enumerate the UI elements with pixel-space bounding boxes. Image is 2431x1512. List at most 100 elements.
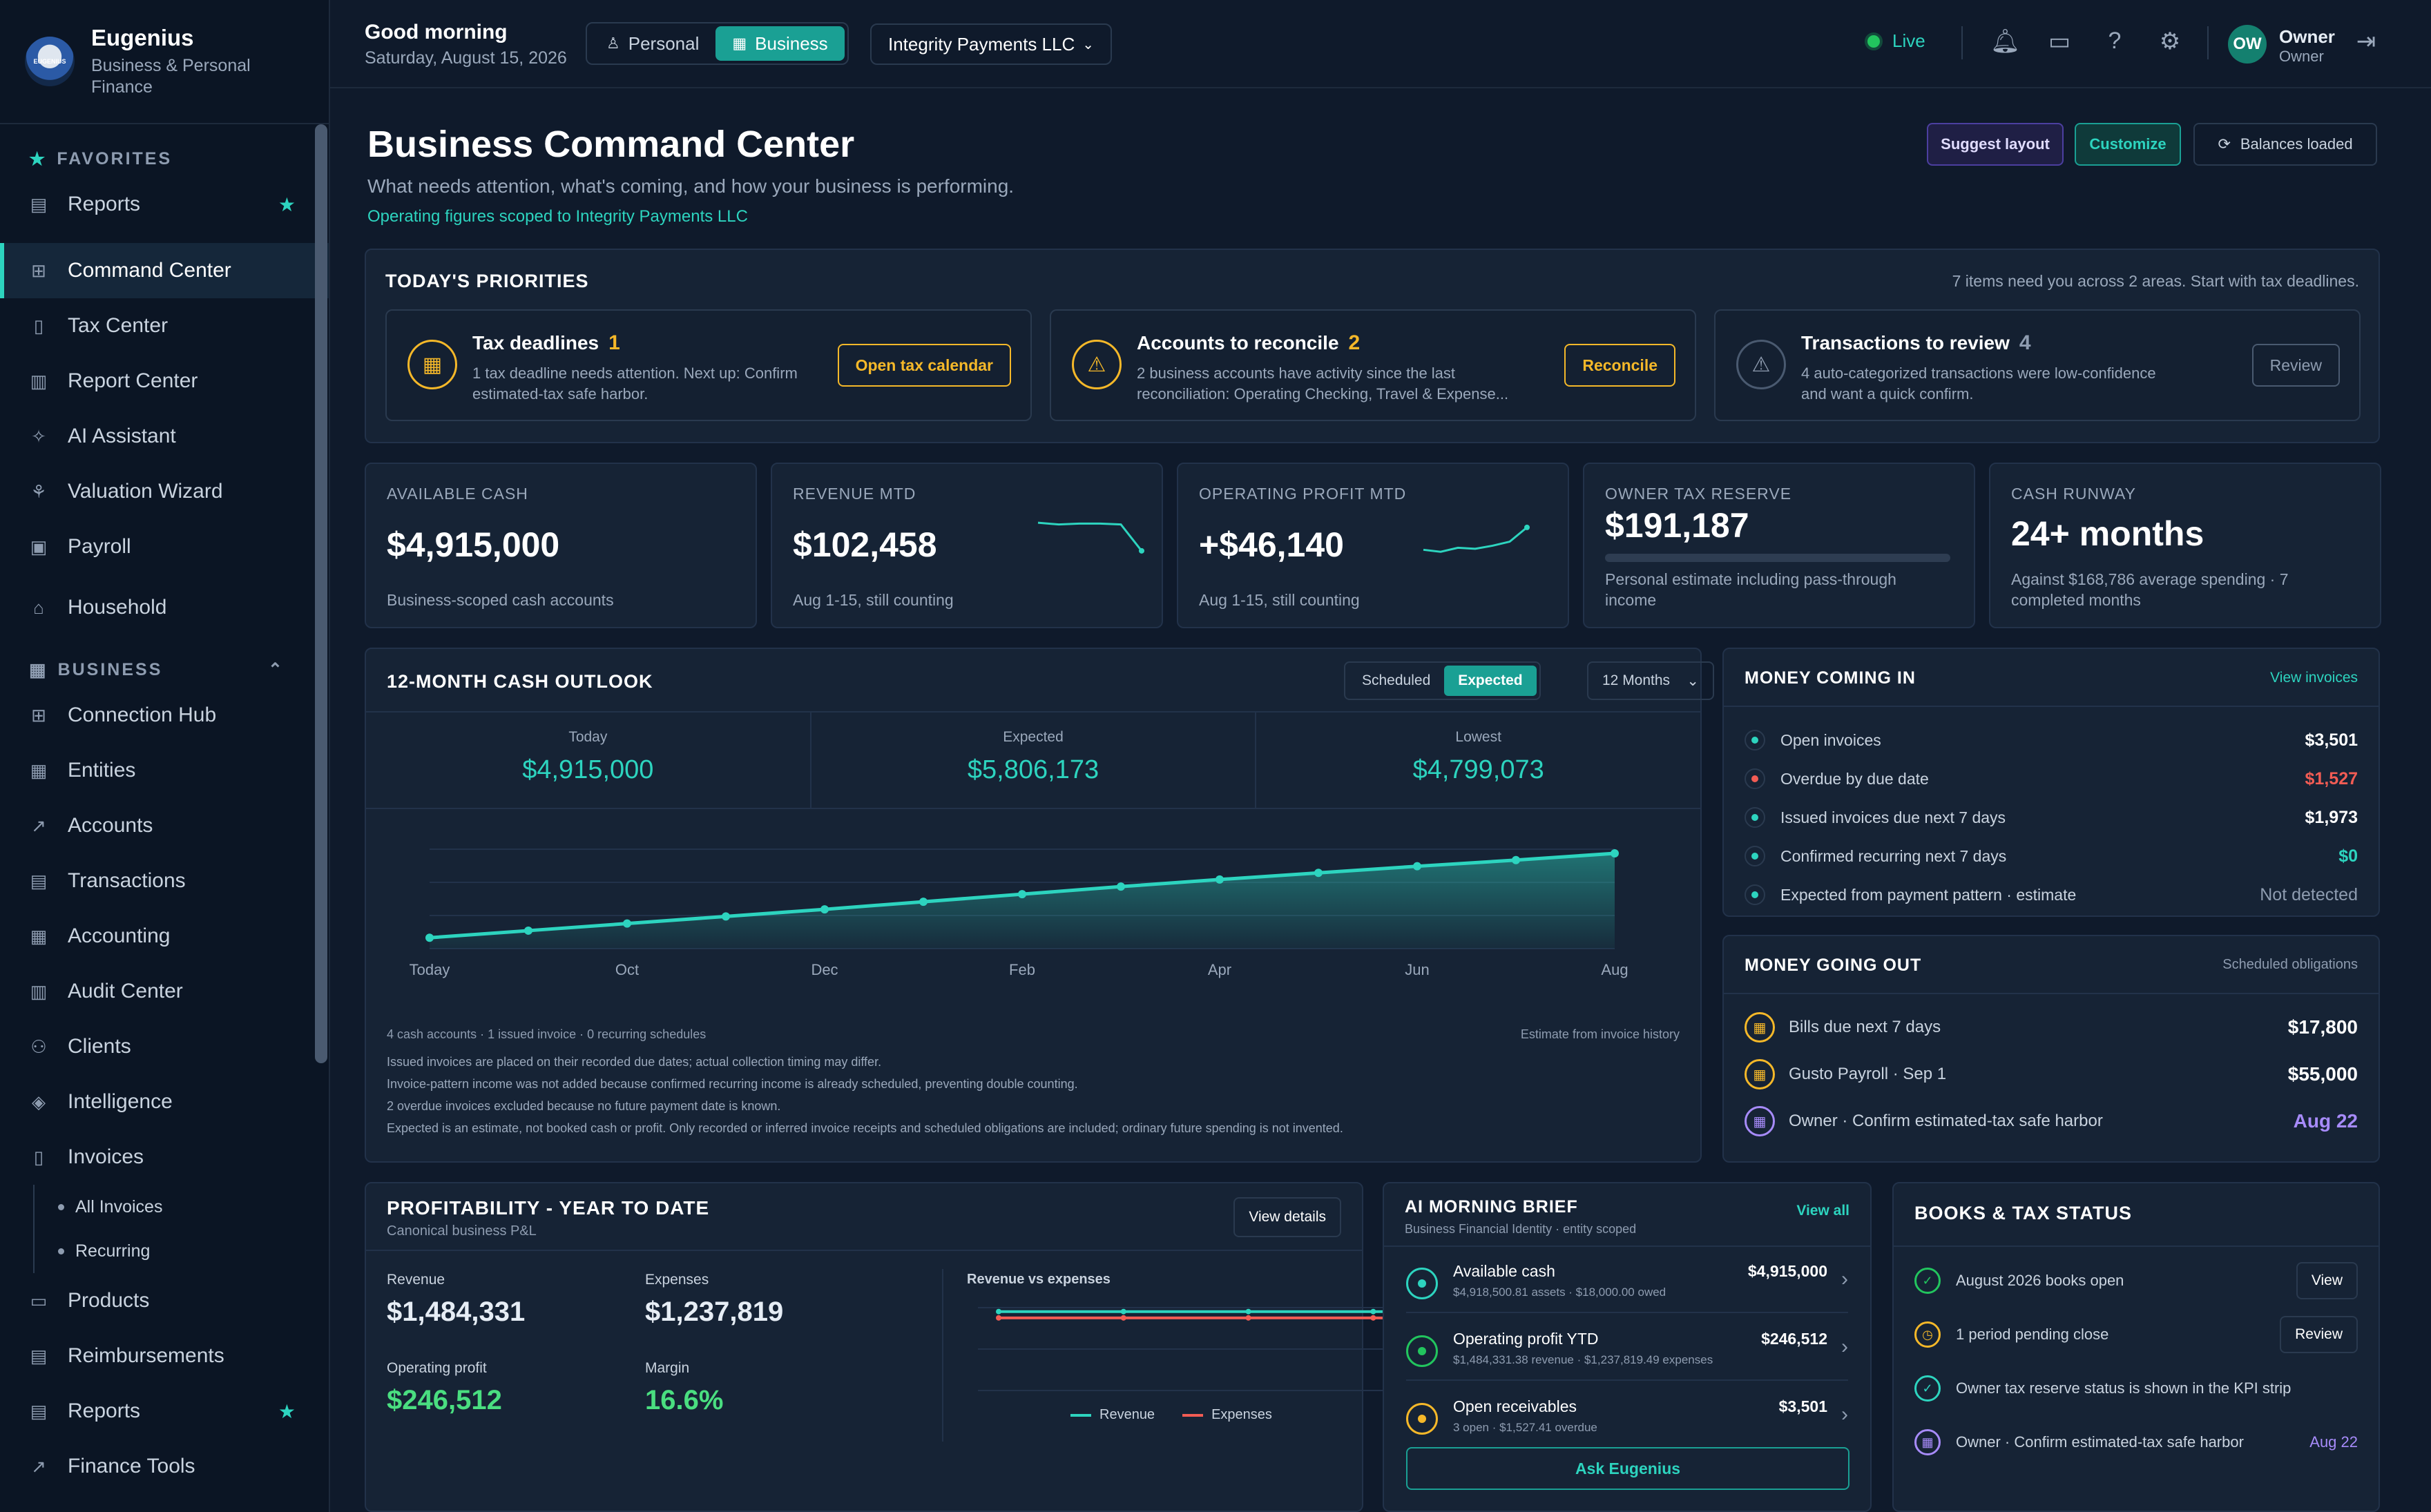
kpi-label: OWNER TAX RESERVE	[1605, 485, 1792, 503]
coming-in-row: Open invoices $3,501	[1745, 726, 2358, 754]
logout-icon[interactable]: ⇥	[2356, 28, 2376, 55]
favorite-star-icon[interactable]: ★	[278, 1400, 296, 1422]
brand-subtitle: Business & Personal Finance	[91, 56, 251, 97]
reconcile-button[interactable]: Reconcile	[1564, 344, 1675, 387]
customize-button[interactable]: Customize	[2075, 123, 2181, 166]
brief-item-detail: 3 open · $1,527.41 overdue	[1453, 1421, 1597, 1434]
going-out-label: Gusto Payroll · Sep 1	[1789, 1065, 1947, 1083]
sidebar-item-valuation-wizard[interactable]: ⚘ Valuation Wizard	[0, 464, 329, 519]
coming-in-label: Overdue by due date	[1780, 769, 1929, 788]
review-button[interactable]: Review	[2251, 344, 2340, 387]
scheduled-tab[interactable]: Scheduled	[1362, 672, 1431, 688]
report-icon: ▤	[30, 1400, 48, 1422]
chevron-up-icon[interactable]: ⌃	[268, 660, 285, 679]
sidebar-item-reports[interactable]: ▤ Reports ★	[0, 1384, 329, 1439]
series-point	[1370, 1315, 1376, 1321]
avatar[interactable]: OW	[2228, 25, 2267, 64]
outlook-notes: Issued invoices are placed on their reco…	[387, 1055, 1343, 1135]
brief-item[interactable]: Operating profit YTD $1,484,331.38 revenu…	[1406, 1323, 1848, 1381]
outlook-point	[1018, 890, 1026, 899]
sidebar-item-accounts[interactable]: ↗ Accounts	[0, 798, 329, 853]
business-section-label[interactable]: ▦ BUSINESS ⌃	[29, 659, 285, 680]
bell-icon[interactable]: 🔔︎	[1990, 28, 2021, 55]
balances-loaded-button[interactable]: ⟳ Balances loaded	[2193, 123, 2377, 166]
person-icon: ♙	[606, 35, 620, 52]
wand-icon: ⚘	[30, 481, 47, 502]
open-tax-calendar-button[interactable]: Open tax calendar	[837, 344, 1011, 387]
sidebar-item-clients[interactable]: ⚇ Clients	[0, 1019, 329, 1074]
sidebar-item-finance-tools[interactable]: ↗ Finance Tools	[0, 1439, 329, 1494]
personal-mode-button[interactable]: ♙ Personal	[606, 32, 700, 54]
kpi-subtext: Business-scoped cash accounts	[387, 591, 614, 609]
going-out-row: ▦ Owner · Confirm estimated-tax safe harb…	[1745, 1105, 2358, 1138]
gear-icon[interactable]: ⚙	[2159, 28, 2181, 55]
suggest-layout-button[interactable]: Suggest layout	[1927, 123, 2064, 166]
kpi-value: $4,915,000	[387, 525, 560, 564]
view-details-button[interactable]: View details	[1233, 1197, 1341, 1237]
coming-in-label: Issued invoices due next 7 days	[1780, 808, 2006, 826]
live-indicator-icon	[1865, 32, 1883, 50]
books-review-button[interactable]: Review	[2280, 1316, 2358, 1353]
brief-item-detail: $4,918,500.81 assets · $18,000.00 owed	[1453, 1286, 1666, 1299]
sidebar-item-report-center[interactable]: ▥ Report Center	[0, 353, 329, 409]
series-point	[1370, 1308, 1376, 1315]
books-view-button[interactable]: View	[2296, 1262, 2358, 1299]
status-dot-icon	[1745, 730, 1765, 750]
brief-item[interactable]: Open receivables 3 open · $1,527.41 overd…	[1406, 1390, 1848, 1448]
priority-title: Accounts to reconcile 2	[1137, 331, 1361, 354]
brief-item[interactable]: Available cash $4,918,500.81 assets · $18…	[1406, 1255, 1848, 1313]
expected-tab[interactable]: Expected	[1444, 666, 1537, 696]
sidebar-item-payroll[interactable]: ▣ Payroll	[0, 519, 329, 574]
trend-icon: ↗	[31, 1455, 46, 1477]
chart-icon: ▥	[30, 980, 48, 1002]
kpi-revenue-mtd: REVENUE MTD $102,458 Aug 1-15, still cou…	[771, 463, 1163, 628]
priority-tax-deadlines: ▦ Tax deadlines 1 1 tax deadline needs at…	[385, 309, 1032, 421]
sidebar-item-reimbursements[interactable]: ▤ Reimbursements	[0, 1328, 329, 1384]
outlook-estimate-note: Estimate from invoice history	[1520, 1027, 1680, 1041]
sidebar-item-tax-center[interactable]: ▯ Tax Center	[0, 298, 329, 353]
outlook-point	[1314, 869, 1323, 878]
books-status-label: August 2026 books open	[1956, 1272, 2124, 1289]
books-status-label: Owner · Confirm estimated-tax safe harbo…	[1956, 1433, 2244, 1451]
chat-icon[interactable]: ▭	[2048, 28, 2071, 55]
sparkle-icon: ✧	[31, 425, 46, 447]
sidebar-item-intelligence[interactable]: ◈ Intelligence	[0, 1074, 329, 1130]
view-all-link[interactable]: View all	[1796, 1203, 1849, 1219]
going-out-label: Bills due next 7 days	[1789, 1018, 1941, 1036]
sidebar-item-transactions[interactable]: ▤ Transactions	[0, 853, 329, 909]
sidebar-item-household[interactable]: ⌂ Household	[0, 580, 329, 635]
chevron-right-icon: ›	[1841, 1268, 1848, 1290]
main-content: Business Command Center What needs atten…	[330, 88, 2431, 1512]
sidebar-item-invoices[interactable]: ▯ Invoices	[0, 1130, 329, 1185]
ask-eugenius-button[interactable]: Ask Eugenius	[1406, 1447, 1849, 1490]
priority-count: 4	[2019, 331, 2031, 354]
sidebar-subitem-all-invoices[interactable]: All Invoices	[35, 1185, 329, 1229]
view-invoices-link[interactable]: View invoices	[2270, 670, 2358, 686]
entity-select[interactable]: Integrity Payments LLC ⌄	[870, 23, 1112, 65]
range-select[interactable]: 12 Months ⌄	[1587, 661, 1714, 700]
favorite-star-icon[interactable]: ★	[278, 193, 296, 215]
sidebar-item-ai-assistant[interactable]: ✧ AI Assistant	[0, 409, 329, 464]
sidebar-item-entities[interactable]: ▦ Entities	[0, 743, 329, 798]
sidebar-scrollbar[interactable]	[315, 124, 327, 1063]
stat-lowest: Lowest $4,799,073	[1412, 729, 1544, 784]
priorities-summary: 7 items need you across 2 areas. Start w…	[1952, 272, 2359, 290]
x-tick-label: Dec	[811, 961, 838, 978]
series-point	[1120, 1308, 1126, 1315]
business-mode-button[interactable]: ▦ Business	[715, 26, 845, 61]
sidebar-item-audit-center[interactable]: ▥ Audit Center	[0, 964, 329, 1019]
kpi-value: $102,458	[793, 525, 937, 564]
profit-sparkline	[1423, 524, 1530, 553]
sidebar-item-command-center[interactable]: ⊞ Command Center	[0, 243, 329, 298]
sidebar-item-connection-hub[interactable]: ⊞ Connection Hub	[0, 688, 329, 743]
sidebar-item-reports-favorite[interactable]: ▤ Reports ★	[0, 177, 329, 232]
ytd-operating-profit: Operating profit $246,512	[387, 1360, 502, 1415]
going-out-row: ▦ Gusto Payroll · Sep 1 $55,000	[1745, 1058, 2358, 1091]
cash-outlook-title: 12-MONTH CASH OUTLOOK	[387, 671, 653, 692]
sidebar-item-accounting[interactable]: ▦ Accounting	[0, 909, 329, 964]
sidebar-subitem-recurring[interactable]: Recurring	[35, 1229, 329, 1273]
help-icon[interactable]: ?	[2108, 28, 2122, 54]
x-tick-label: Feb	[1009, 961, 1035, 978]
sidebar-item-products[interactable]: ▭ Products	[0, 1273, 329, 1328]
user-info[interactable]: Owner Owner	[2279, 26, 2335, 65]
